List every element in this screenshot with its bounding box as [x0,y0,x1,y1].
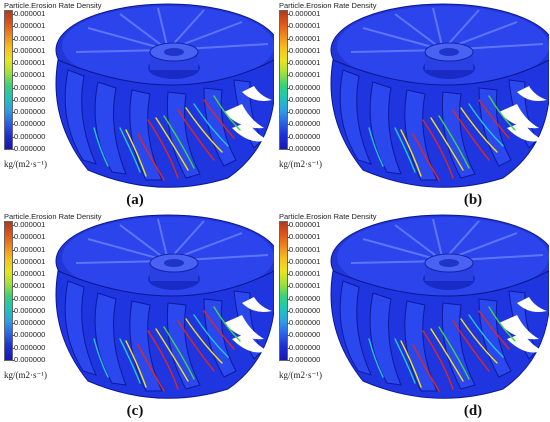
legend-tick-label: 0.000000 [286,107,321,117]
legend-tick-label: 0.000000 [286,94,321,104]
legend-unit: kg/(m2·s⁻¹) [279,159,322,169]
legend-tick-label: 0.000000 [11,342,46,352]
legend-tick-label: 0.000000 [11,144,46,153]
legend-tick-label: 0.000001 [11,256,46,266]
legend-tick-label: 0.000001 [286,244,321,254]
legend-title: Particle.Erosion Rate Density [279,1,377,10]
legend-tick-label: 0.000001 [11,33,46,43]
panel-a: Particle.Erosion Rate Density 0.000001 0.… [0,0,275,211]
legend-unit: kg/(m2·s⁻¹) [4,159,47,169]
turbine-runner-render [55,3,274,188]
legend-tick-label: 0.000000 [11,305,46,315]
turbine-runner-render [55,214,274,399]
legend-color-bar [279,10,288,150]
legend-tick-label: 0.000000 [11,94,46,104]
turbine-runner-render [330,3,549,188]
panel-caption: (d) [463,403,483,419]
panel-b: Particle.Erosion Rate Density 0.000001 0.… [275,0,550,211]
legend-tick-label: 0.000000 [286,305,321,315]
panel-caption: (b) [463,192,483,208]
legend-tick-label: 0.000001 [286,33,321,43]
legend-tick-label: 0.000001 [11,220,46,229]
legend-unit: kg/(m2·s⁻¹) [279,370,322,380]
legend-tick-label: 0.000001 [286,9,321,18]
panel-d: Particle.Erosion Rate Density 0.000001 0.… [275,211,550,422]
legend-tick-label: 0.000001 [286,281,321,291]
legend-tick-label: 0.000000 [286,355,321,364]
legend-tick-label: 0.000001 [286,232,321,242]
legend-tick-label: 0.000001 [11,281,46,291]
legend-tick-label: 0.000001 [11,269,46,279]
legend-tick-label: 0.000001 [11,70,46,80]
legend-color-bar [4,10,13,150]
panel-caption: (a) [126,192,144,208]
legend-tick-label: 0.000000 [286,318,321,328]
legend-tick-label: 0.000000 [11,107,46,117]
legend-tick-label: 0.000000 [11,318,46,328]
legend-tick-label: 0.000000 [11,82,46,92]
legend-tick-label: 0.000001 [286,45,321,55]
legend-unit: kg/(m2·s⁻¹) [4,370,47,380]
legend-title: Particle.Erosion Rate Density [4,212,102,221]
legend-title: Particle.Erosion Rate Density [279,212,377,221]
legend-tick-label: 0.000001 [11,58,46,68]
legend-tick-label: 0.000000 [11,355,46,364]
legend-tick-label: 0.000000 [286,119,321,129]
legend-tick-label: 0.000001 [286,220,321,229]
legend-tick-label: 0.000001 [286,58,321,68]
legend-tick-label: 0.000001 [286,70,321,80]
legend-color-bar [4,221,13,361]
legend-tick-label: 0.000000 [286,144,321,153]
legend-tick-label: 0.000000 [286,131,321,141]
legend-tick-label: 0.000001 [11,9,46,18]
panel-c: Particle.Erosion Rate Density 0.000001 0.… [0,211,275,422]
legend-tick-label: 0.000000 [286,82,321,92]
legend-title: Particle.Erosion Rate Density [4,1,102,10]
legend-tick-label: 0.000001 [286,269,321,279]
legend-tick-label: 0.000001 [286,256,321,266]
legend-tick-label: 0.000000 [11,131,46,141]
legend-tick-label: 0.000000 [11,119,46,129]
legend-tick-label: 0.000000 [11,293,46,303]
panel-caption: (c) [126,403,144,419]
legend-tick-label: 0.000001 [11,244,46,254]
turbine-runner-render [330,214,549,399]
legend-tick-label: 0.000001 [11,21,46,31]
legend-tick-label: 0.000001 [11,45,46,55]
legend-tick-label: 0.000000 [286,330,321,340]
legend-tick-label: 0.000000 [11,330,46,340]
legend-tick-label: 0.000001 [286,21,321,31]
legend-tick-label: 0.000000 [286,293,321,303]
legend-tick-label: 0.000000 [286,342,321,352]
legend-color-bar [279,221,288,361]
legend-tick-label: 0.000001 [11,232,46,242]
